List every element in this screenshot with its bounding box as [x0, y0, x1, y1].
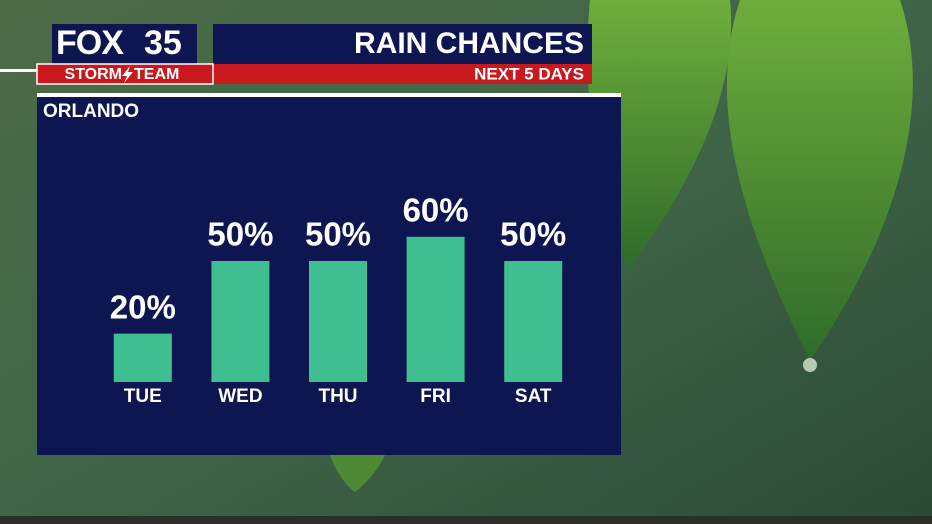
chart-title: RAIN CHANCES — [354, 27, 584, 60]
leaf — [330, 455, 385, 492]
leaf — [726, 0, 913, 360]
lightning-icon — [122, 66, 133, 83]
title-bar — [213, 24, 592, 64]
subtitle-bar — [213, 64, 592, 84]
value-label: 60% — [403, 192, 469, 229]
header-rule — [0, 69, 40, 72]
plot-area: 20% TUE 50% WED 50% THU 60% FRI 50% SAT — [110, 192, 566, 407]
bar — [309, 261, 367, 382]
bar — [406, 236, 465, 382]
location-label: ORLANDO — [43, 101, 139, 122]
x-tick-label: WED — [218, 386, 262, 407]
logo-brand: FOX — [56, 24, 124, 62]
value-label: 50% — [305, 216, 371, 253]
x-tick-label: FRI — [420, 386, 451, 407]
x-tick-label: THU — [318, 386, 357, 407]
bottom-strip — [0, 516, 932, 524]
x-tick-label: SAT — [515, 386, 552, 407]
panel-rule — [37, 93, 621, 97]
logo-team-right: TEAM — [134, 66, 179, 83]
bar — [504, 261, 563, 382]
logo-box — [52, 24, 197, 64]
logo-channel: 35 — [144, 24, 182, 62]
raindrop — [803, 358, 817, 372]
bar — [211, 261, 270, 382]
chart-subtitle: NEXT 5 DAYS — [474, 64, 584, 83]
value-label: 50% — [500, 216, 566, 253]
leaf — [587, 0, 732, 270]
value-label: 50% — [207, 216, 273, 253]
x-tick-label: TUE — [124, 386, 162, 407]
logo-team-left: STORM — [65, 66, 122, 83]
bar — [113, 333, 172, 382]
value-label: 20% — [110, 288, 176, 325]
